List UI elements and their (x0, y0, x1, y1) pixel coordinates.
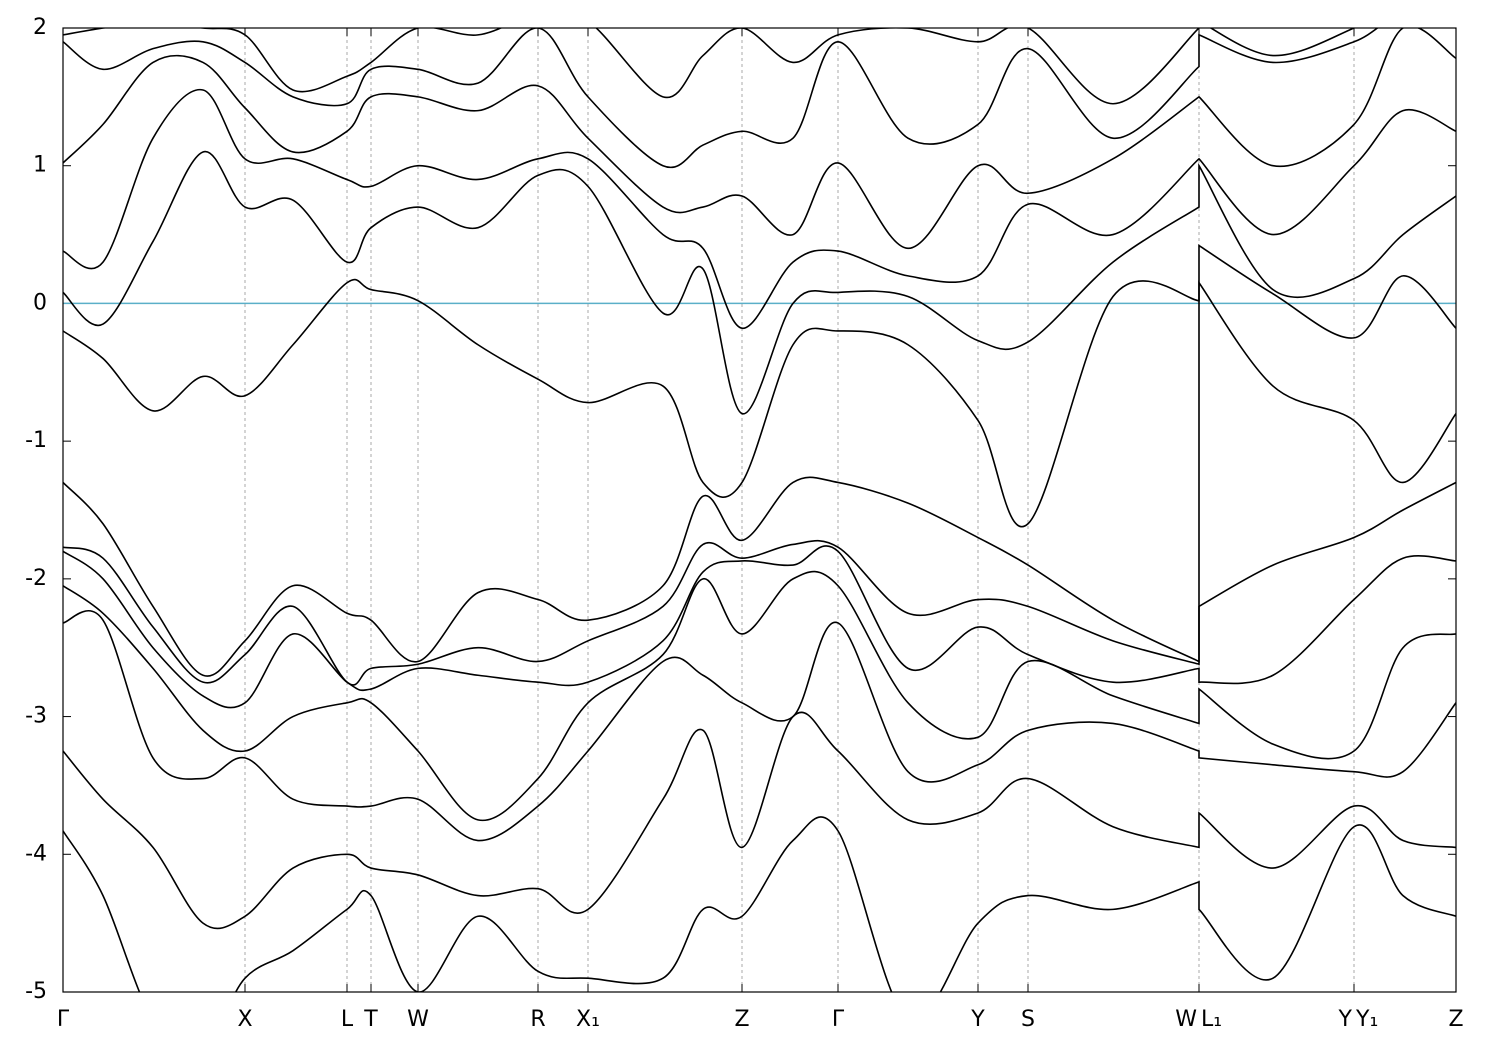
band-line (63, 481, 1456, 686)
x-tick-label: X (237, 1007, 252, 1032)
x-tick-label: T (363, 1007, 378, 1032)
x-tick-label: Γ (832, 1007, 845, 1032)
x-tick-label: Y (970, 1007, 985, 1032)
band-line (63, 28, 1456, 250)
x-tick-label: Y (1338, 1007, 1353, 1032)
x-tick-label: Γ (57, 1007, 70, 1032)
band-line (63, 545, 1456, 709)
y-tick-label: -1 (25, 428, 47, 453)
x-tick-label: L (341, 1007, 354, 1032)
plot-frame (62, 27, 1457, 993)
band-line (63, 711, 1456, 930)
y-tick-label: -3 (25, 704, 47, 729)
x-tick-label: X₁ (576, 1007, 600, 1032)
y-tick-label: -4 (25, 841, 47, 866)
x-tick-label: Z (734, 1007, 749, 1032)
y-tick-label: 0 (33, 290, 47, 315)
y-tick-label: -2 (25, 566, 47, 591)
band-line (63, 570, 1456, 822)
x-tick-label: W (407, 1007, 429, 1032)
band-line (63, 280, 1456, 677)
x-tick-label: S (1021, 1007, 1035, 1032)
y-tick-label: -5 (25, 979, 47, 1004)
x-tick-label: Y₁ (1355, 1007, 1378, 1032)
x-tick-label: L₁ (1201, 1007, 1222, 1032)
x-tick-label: W (1175, 1007, 1197, 1032)
band-line (63, 88, 1456, 330)
band-line (63, 244, 1456, 528)
band-line (63, 28, 1456, 169)
band-line (63, 609, 1456, 842)
x-tick-label: Z (1448, 1007, 1463, 1032)
y-tick-label: 2 (33, 15, 47, 40)
band-line (63, 151, 1456, 415)
x-tick-label: R (530, 1007, 545, 1032)
band-line (63, 816, 1456, 992)
y-tick-label: 1 (33, 153, 47, 178)
